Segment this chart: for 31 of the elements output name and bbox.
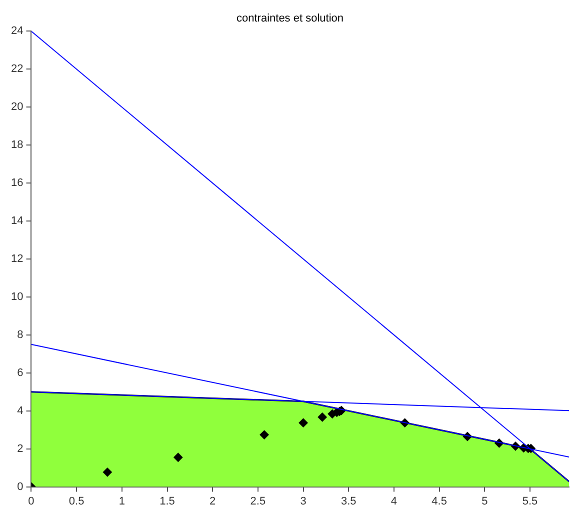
y-tick-label: 2 (17, 442, 24, 455)
x-tick-label: 1.5 (160, 495, 175, 508)
x-tick-label: 0 (28, 495, 34, 508)
point (260, 430, 269, 440)
x-tick-label: 1 (118, 495, 125, 508)
x-tick-label: 3.5 (340, 495, 356, 508)
x-tick-label: 5.5 (522, 495, 538, 508)
x-tick-label: 4.5 (432, 495, 447, 508)
y-tick-label: 12 (10, 253, 24, 266)
y-tick-label: 22 (10, 63, 24, 76)
point (318, 412, 327, 422)
x-tick-label: 5 (482, 495, 488, 508)
y-tick-label: 4 (17, 404, 24, 417)
point (174, 452, 183, 462)
y-tick-label: 20 (10, 101, 24, 114)
y-tick-label: 10 (10, 291, 24, 303)
y-tick-label: 16 (10, 177, 24, 190)
y-tick-label: 6 (17, 366, 24, 379)
x-tick-label: 2 (210, 495, 216, 508)
y-tick-label: 18 (10, 139, 24, 152)
x-tick-label: 3 (300, 495, 306, 508)
y-tick-label: 0 (17, 480, 24, 493)
y-tick-label: 24 (10, 25, 24, 38)
x-tick-label: 0.5 (68, 495, 84, 508)
point (298, 418, 308, 428)
y-tick-label: 14 (10, 215, 24, 228)
point (102, 468, 112, 477)
chart-title: contraintes et solution (236, 12, 344, 25)
x-tick-label: 2.5 (250, 495, 266, 508)
y-tick-label: 8 (17, 328, 24, 341)
x-tick-label: 4 (390, 495, 398, 508)
